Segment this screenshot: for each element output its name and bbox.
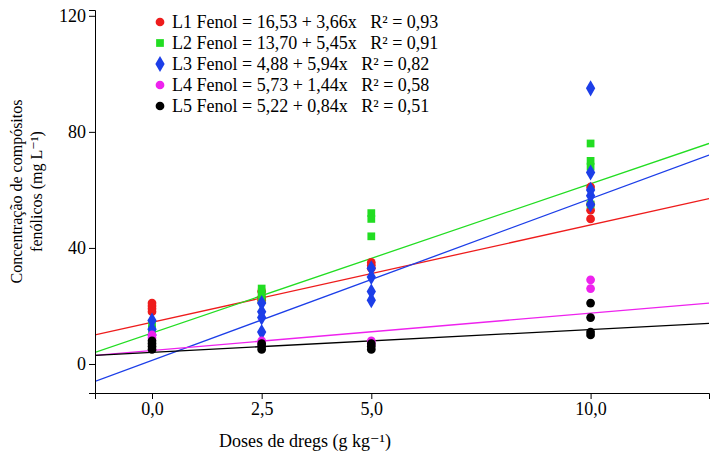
legend-label: L2 Fenol = 13,70 + 5,45x R² = 0,91 xyxy=(172,33,438,53)
legend-label: L4 Fenol = 5,73 + 1,44x R² = 0,58 xyxy=(172,75,429,95)
fit-line xyxy=(95,155,709,381)
point xyxy=(257,339,266,348)
plot: 0,0 2,5 5,0 10,0 0 40 80 120 xyxy=(59,6,710,419)
legend-label: L5 Fenol = 5,22 + 0,84x R² = 0,51 xyxy=(172,96,429,116)
x-tick-label: 5,0 xyxy=(361,399,384,419)
point xyxy=(148,336,157,345)
x-tick: 0,0 xyxy=(141,393,164,419)
series xyxy=(148,299,595,354)
series xyxy=(148,275,595,348)
series xyxy=(148,140,594,333)
point xyxy=(258,285,266,293)
y-tick-label: 120 xyxy=(59,6,86,26)
point xyxy=(148,299,157,308)
point xyxy=(367,339,376,348)
point xyxy=(367,232,375,240)
y-tick-label: 80 xyxy=(68,122,86,142)
point xyxy=(367,283,376,299)
y-tick-mark xyxy=(89,132,95,133)
point xyxy=(586,328,595,337)
point xyxy=(367,209,375,217)
fit-line xyxy=(95,303,709,355)
point xyxy=(257,295,266,311)
legend-marker xyxy=(156,39,164,47)
y-tick-mark xyxy=(89,364,95,365)
point xyxy=(586,299,595,308)
legend-label: L1 Fenol = 16,53 + 3,66x R² = 0,93 xyxy=(172,12,438,32)
y-tick-label: 40 xyxy=(68,238,86,258)
y-tick-mark xyxy=(89,248,95,249)
legend-label: L3 Fenol = 4,88 + 5,94x R² = 0,82 xyxy=(172,54,429,74)
legend-marker xyxy=(156,102,165,111)
series xyxy=(147,80,595,343)
x-axis: 0,0 2,5 5,0 10,0 xyxy=(96,393,710,419)
data-area xyxy=(95,80,709,381)
y-axis-line xyxy=(89,11,96,394)
fit-line xyxy=(95,143,709,352)
x-tick: 10,0 xyxy=(575,393,607,419)
fit-line xyxy=(95,199,709,335)
point xyxy=(147,312,156,328)
point xyxy=(586,80,595,96)
y-tick-label: 0 xyxy=(77,354,86,374)
x-tick-label: 10,0 xyxy=(575,399,607,419)
point xyxy=(586,164,595,180)
point xyxy=(367,260,376,276)
legend-marker xyxy=(156,81,165,90)
legend-marker xyxy=(155,56,164,72)
point xyxy=(587,140,595,148)
x-tick-label: 0,0 xyxy=(141,399,164,419)
point xyxy=(367,339,376,348)
x-axis-title: Doses de dregs (g kg⁻¹) xyxy=(219,431,391,452)
point xyxy=(587,157,595,165)
x-tick: 2,5 xyxy=(251,393,274,419)
y-axis-title: Concentração de compósitosfenólicos (mg … xyxy=(8,100,46,284)
point xyxy=(586,284,595,293)
x-tick: 5,0 xyxy=(361,393,384,419)
legend-marker xyxy=(156,18,165,27)
series xyxy=(148,183,595,317)
point xyxy=(586,215,595,224)
y-tick: 40 xyxy=(68,238,95,258)
y-tick: 120 xyxy=(59,6,95,26)
point xyxy=(586,275,595,284)
fit-line xyxy=(95,323,709,355)
x-axis-line xyxy=(96,394,710,400)
legend: L1 Fenol = 16,53 + 3,66x R² = 0,93L2 Fen… xyxy=(155,12,438,116)
chart: 0,0 2,5 5,0 10,0 0 40 80 120 Doses de dregs (g k… xyxy=(0,0,711,453)
y-axis-title-line: Concentração de compósitos xyxy=(8,100,26,284)
point xyxy=(257,339,266,348)
point xyxy=(586,313,595,322)
y-axis: 0 40 80 120 xyxy=(59,6,96,393)
y-tick: 0 xyxy=(77,354,95,374)
y-tick-mark xyxy=(89,16,95,17)
x-tick-label: 2,5 xyxy=(251,399,274,419)
y-axis-title-line: fenólicos (mg L⁻¹) xyxy=(28,131,46,252)
point xyxy=(586,182,595,198)
y-tick: 80 xyxy=(68,122,95,142)
